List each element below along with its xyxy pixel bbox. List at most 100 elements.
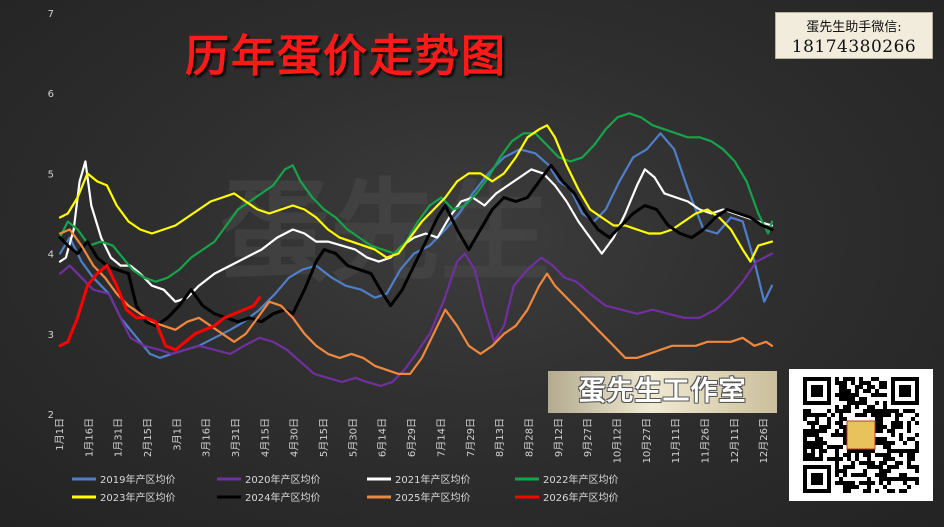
legend-label: 2020年产区均价	[245, 473, 320, 486]
qr-module	[851, 481, 855, 485]
qr-module	[811, 429, 815, 433]
qr-module	[815, 433, 819, 437]
qr-module	[867, 381, 871, 385]
qr-module	[847, 401, 851, 405]
qr-module	[887, 465, 891, 469]
qr-module	[899, 433, 903, 437]
qr-module	[887, 409, 891, 413]
qr-module	[899, 489, 903, 493]
qr-module	[903, 481, 907, 485]
qr-module	[839, 393, 843, 397]
qr-module	[807, 433, 811, 437]
qr-module	[883, 477, 887, 481]
x-tick-label: 5月15日	[318, 418, 330, 457]
qr-module	[879, 437, 883, 441]
qr-module	[867, 477, 871, 481]
qr-module	[891, 433, 895, 437]
y-tick-label: 7	[48, 9, 54, 20]
qr-module	[847, 453, 851, 457]
qr-module	[807, 445, 811, 449]
qr-module	[887, 489, 891, 493]
legend-label: 2022年产区均价	[543, 473, 618, 486]
qr-module	[819, 441, 823, 445]
qr-module	[911, 409, 915, 413]
qr-module	[843, 465, 847, 469]
y-tick-label: 6	[48, 89, 54, 100]
qr-module	[831, 413, 835, 417]
qr-module	[843, 389, 847, 393]
qr-module	[875, 393, 879, 397]
qr-module	[835, 465, 839, 469]
qr-module	[811, 413, 815, 417]
qr-module	[899, 473, 903, 477]
qr-module	[915, 441, 919, 445]
qr-module	[855, 485, 859, 489]
qr-module	[879, 393, 883, 397]
qr-module	[875, 401, 879, 405]
qr-module	[839, 469, 843, 473]
qr-code	[789, 369, 933, 501]
qr-module	[843, 481, 847, 485]
qr-module	[863, 381, 867, 385]
qr-module	[875, 465, 879, 469]
qr-module	[883, 485, 887, 489]
qr-module	[847, 481, 851, 485]
qr-module	[859, 401, 863, 405]
y-tick-label: 5	[48, 169, 54, 180]
qr-module	[879, 381, 883, 385]
qr-module	[911, 449, 915, 453]
qr-module	[871, 377, 875, 381]
chart-title: 历年蛋价走势图	[185, 31, 507, 82]
qr-module	[843, 425, 847, 429]
qr-module	[839, 397, 843, 401]
qr-module	[879, 441, 883, 445]
qr-module	[807, 453, 811, 457]
qr-module	[883, 385, 887, 389]
qr-module	[831, 445, 835, 449]
qr-module	[899, 413, 903, 417]
qr-module	[907, 465, 911, 469]
qr-module	[871, 449, 875, 453]
qr-module	[855, 405, 859, 409]
qr-finder	[811, 473, 823, 485]
qr-module	[867, 485, 871, 489]
series-line	[58, 264, 261, 352]
x-tick-label: 4月30日	[289, 418, 301, 457]
qr-module	[843, 485, 847, 489]
legend-label: 2021年产区均价	[395, 473, 470, 486]
qr-module	[887, 413, 891, 417]
qr-module	[847, 393, 851, 397]
qr-module	[867, 457, 871, 461]
qr-module	[915, 445, 919, 449]
qr-module	[883, 473, 887, 477]
qr-module	[879, 417, 883, 421]
qr-module	[879, 481, 883, 485]
qr-module	[891, 441, 895, 445]
qr-module	[859, 449, 863, 453]
qr-module	[843, 377, 847, 381]
x-tick-label: 9月12日	[553, 418, 565, 457]
qr-module	[887, 429, 891, 433]
qr-module	[863, 409, 867, 413]
qr-module	[831, 457, 835, 461]
qr-module	[823, 441, 827, 445]
series-line	[58, 132, 774, 359]
qr-module	[843, 437, 847, 441]
qr-module	[839, 381, 843, 385]
qr-module	[907, 437, 911, 441]
qr-module	[863, 469, 867, 473]
qr-module	[879, 461, 883, 465]
y-tick-label: 2	[48, 410, 54, 421]
qr-module	[855, 385, 859, 389]
qr-module	[899, 477, 903, 481]
qr-module	[851, 401, 855, 405]
qr-module	[815, 441, 819, 445]
qr-module	[875, 417, 879, 421]
qr-finder	[811, 385, 823, 397]
qr-module	[907, 461, 911, 465]
qr-module	[883, 441, 887, 445]
contact-box: 蛋先生助手微信: 18174380266	[775, 12, 933, 59]
qr-module	[855, 453, 859, 457]
qr-module	[907, 421, 911, 425]
